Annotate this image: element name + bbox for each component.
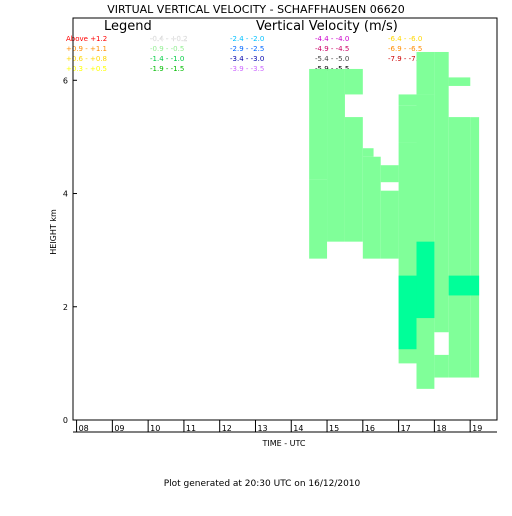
- data-cell-7: [291, 278, 310, 389]
- data-cell-26: [434, 51, 449, 378]
- axes: 0 2 4 6 08 09 10 11 12 13 14 15 16 17 18 19: [63, 17, 498, 433]
- data-cell-6: [255, 286, 292, 389]
- x-tick-label-10: 18: [436, 424, 446, 433]
- x-tick-label-1: 09: [114, 424, 124, 433]
- x-tick-label-4: 12: [222, 424, 232, 433]
- data-cell-12: [309, 179, 328, 259]
- legend-entry-2: +0.6 - +0.8: [66, 55, 107, 63]
- legend-subtitle: Vertical Velocity (m/s): [256, 19, 398, 34]
- data-cell-30: [434, 332, 449, 355]
- data-cell-0: [76, 303, 95, 389]
- legend-entry-1: +0.9 - +1.1: [66, 45, 107, 53]
- data-cell-24: [398, 105, 417, 143]
- data-cell-25: [416, 51, 435, 95]
- y-tick-label-0: 0: [63, 416, 68, 425]
- legend-entry-5: -0.9 - -0.5: [150, 45, 184, 53]
- legend-entry-9: -2.9 - -2.5: [230, 45, 264, 53]
- data-cell-18: [380, 190, 399, 259]
- data-cell-10: [362, 258, 399, 389]
- data-cell-11: [309, 68, 328, 180]
- y-tick-label-2: 4: [63, 190, 68, 199]
- legend-entry-6: -1.4 - -1.0: [150, 55, 184, 63]
- x-tick-label-7: 15: [329, 424, 339, 433]
- legend-entry-10: -3.4 - -3.0: [230, 55, 264, 63]
- legend-entry-16: -6.4 - -6.0: [388, 35, 422, 43]
- legend-entry-12: -4.4 - -4.0: [315, 35, 349, 43]
- data-cell-33: [448, 275, 480, 296]
- legend-entry-7: -1.9 - -1.5: [150, 65, 184, 73]
- data-cell-9: [327, 241, 363, 389]
- x-axis-label: TIME - UTC: [261, 439, 305, 448]
- y-tick-label-3: 6: [63, 76, 68, 85]
- y-tick-label-1: 2: [63, 303, 68, 312]
- data-cell-5: [219, 278, 256, 389]
- legend-entry-0: Above +1.2: [66, 35, 107, 43]
- data-cell-31: [398, 275, 417, 350]
- data-cell-22: [398, 94, 417, 106]
- legend-entry-11: -3.9 - -3.5: [230, 65, 264, 73]
- x-tick-label-3: 11: [186, 424, 196, 433]
- legend-entry-18: -7.9 - -7.0: [388, 55, 422, 63]
- data-cell-17: [362, 156, 381, 259]
- data-cell-2: [130, 303, 149, 389]
- data-cell-34: [448, 85, 480, 118]
- legend-title: Legend: [104, 19, 152, 34]
- x-tick-label-11: 19: [472, 424, 482, 433]
- x-tick-label-8: 16: [365, 424, 375, 433]
- plot-frame: [72, 17, 498, 421]
- data-cell-20: [362, 148, 374, 157]
- data-cell-15: [344, 68, 363, 95]
- legend-entry-4: -0.4 - +0.2: [150, 35, 188, 43]
- legend-entry-17: -6.9 - -6.5: [388, 45, 422, 53]
- x-tick-label-2: 10: [150, 424, 160, 433]
- data-cell-29: [470, 117, 480, 378]
- y-axis-label: HEIGHT km: [49, 209, 58, 255]
- legend-entry-8: -2.4 - -2.0: [230, 35, 264, 43]
- data-cell-14: [344, 117, 363, 242]
- legend-entry-13: -4.9 - -4.5: [315, 45, 349, 53]
- plot-cells: [76, 51, 480, 389]
- legend-entry-3: +0.3 - +0.5: [66, 65, 107, 73]
- data-cell-27: [448, 77, 471, 378]
- data-cell-32: [416, 241, 435, 319]
- data-cell-8: [309, 258, 328, 389]
- x-tick-label-5: 13: [257, 424, 267, 433]
- x-tick-label-0: 08: [79, 424, 89, 433]
- x-tick-label-6: 14: [293, 424, 303, 433]
- legend-entry-14: -5.4 - -5.0: [315, 55, 349, 63]
- data-cell-13: [327, 68, 345, 242]
- data-cell-4: [201, 318, 220, 389]
- footer-text: Plot generated at 20:30 UTC on 16/12/201…: [164, 479, 361, 489]
- x-tick-label-9: 17: [401, 424, 411, 433]
- data-cell-3: [148, 286, 202, 389]
- data-cell-1: [94, 295, 131, 389]
- data-cell-19: [380, 165, 399, 183]
- chart-title: VIRTUAL VERTICAL VELOCITY - SCHAFFHAUSEN…: [107, 3, 404, 16]
